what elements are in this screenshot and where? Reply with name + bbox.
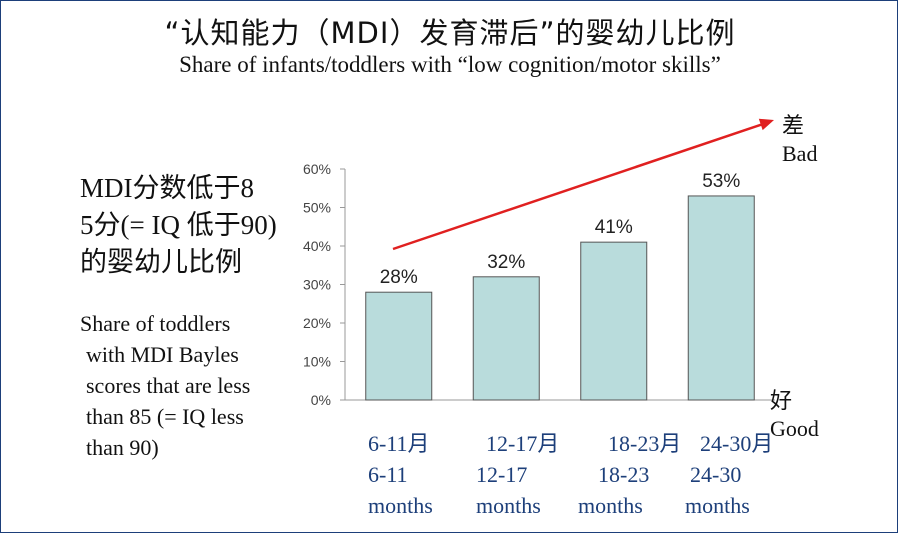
trend-arrow-line <box>392 121 767 251</box>
data-label: 41% <box>595 217 633 238</box>
description-chinese-line: 5分(= IQ 低于90) <box>80 210 277 240</box>
x-category-label-unit: months <box>368 493 433 518</box>
bad-label-english: Bad <box>782 141 818 166</box>
trend-arrowhead <box>758 118 774 131</box>
description-chinese-line: 的婴幼儿比例 <box>80 247 242 277</box>
x-category-label-chinese: 18-23月 <box>608 431 682 456</box>
x-category-label-chinese: 24-30月 <box>700 431 774 456</box>
bar <box>580 241 648 401</box>
trend-arrow <box>392 118 774 251</box>
data-labels: 28% 32% 41% 53% <box>380 171 741 288</box>
x-category-label-unit: months <box>578 493 643 518</box>
good-label-english: Good <box>770 416 819 441</box>
data-label: 53% <box>702 171 740 192</box>
description-english: Share of toddlers with MDI Bayles scores… <box>80 308 295 463</box>
x-category-label: 12-17月 12-17 months <box>476 428 606 521</box>
x-category-label-range: 12-17 <box>476 462 528 487</box>
x-category-label-range: 6-11 <box>368 462 408 487</box>
bar <box>365 291 433 401</box>
description-english-line: Share of toddlers <box>80 311 231 336</box>
description-english-line: than 85 (= IQ less <box>86 404 244 429</box>
bar-series <box>365 195 755 401</box>
y-tick-label: 60% <box>303 161 331 177</box>
good-label-chinese: 好 <box>770 388 793 413</box>
y-tick-label: 10% <box>303 354 331 370</box>
x-category-label-unit: months <box>476 493 541 518</box>
y-tick-label: 40% <box>303 238 331 254</box>
x-category-label-chinese: 6-11月 <box>368 431 430 456</box>
description-english-line: with MDI Bayles <box>86 342 239 367</box>
data-label: 28% <box>380 267 418 288</box>
description-chinese-line: MDI分数低于8 <box>80 173 254 203</box>
data-label: 32% <box>487 252 525 273</box>
chart-title-chinese: “认知能力（MDI）发育滞后”的婴幼儿比例 <box>164 16 736 50</box>
bad-label: 差 Bad <box>782 112 817 168</box>
y-tick-label: 30% <box>303 277 331 293</box>
x-category-label: 6-11月 6-11 months <box>368 428 498 521</box>
bad-label-chinese: 差 <box>782 113 805 138</box>
x-category-label: 18-23月 18-23 months <box>578 428 708 521</box>
description-chinese: MDI分数低于8 5分(= IQ 低于90) 的婴幼儿比例 <box>80 170 310 281</box>
bar <box>687 195 755 401</box>
x-category-label: 24-30月 24-30 months <box>685 428 815 521</box>
x-category-label-range: 18-23 <box>598 462 650 487</box>
y-tick-label: 50% <box>303 200 331 216</box>
bar <box>472 276 540 401</box>
x-category-label-chinese: 12-17月 <box>486 431 560 456</box>
good-label: 好 Good <box>770 387 819 443</box>
chart-title-english: Share of infants/toddlers with “low cogn… <box>179 52 721 77</box>
x-category-label-range: 24-30 <box>690 462 742 487</box>
x-category-label-unit: months <box>685 493 750 518</box>
description-english-line: than 90) <box>86 435 159 460</box>
y-tick-label: 20% <box>303 315 331 331</box>
y-axis: 0% 10% 20% 30% 40% 50% 60% <box>303 161 775 408</box>
description-english-line: scores that are less <box>86 373 251 398</box>
y-tick-label: 0% <box>311 392 331 408</box>
